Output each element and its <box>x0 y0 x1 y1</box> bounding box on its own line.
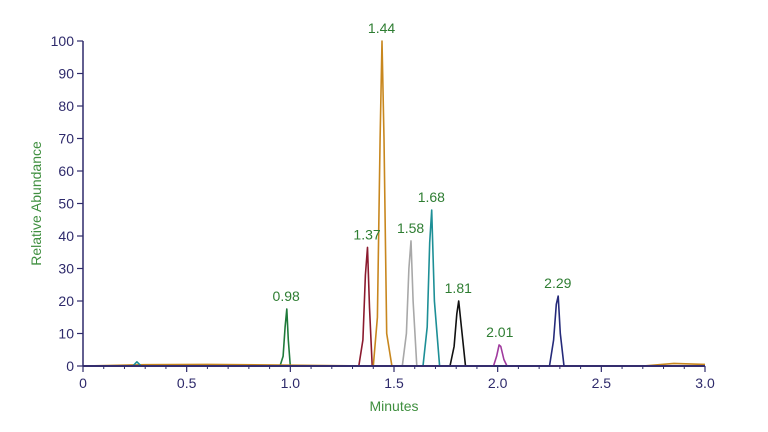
y-tick-label: 30 <box>58 261 74 277</box>
y-tick-label: 70 <box>58 131 74 147</box>
series-line-1.44 <box>82 40 706 367</box>
series-line-2.01 <box>83 344 705 367</box>
x-tick-label: 1.5 <box>384 375 404 391</box>
y-tick-group: 0 10 20 30 40 50 60 70 80 90 100 <box>51 33 83 374</box>
peak-label: 2.29 <box>544 275 571 291</box>
series-line-1.58 <box>83 240 705 367</box>
peak-label: 1.81 <box>445 280 472 296</box>
y-tick-label: 90 <box>58 66 74 82</box>
y-tick-label: 20 <box>58 293 74 309</box>
plot-series-group <box>82 40 706 367</box>
y-axis-title: Relative Abundance <box>28 141 44 266</box>
y-tick-label: 40 <box>58 228 74 244</box>
peak-label: 1.58 <box>397 220 424 236</box>
x-tick-label: 0.5 <box>177 375 197 391</box>
peak-label: 1.44 <box>368 20 395 36</box>
peak-label: 0.98 <box>273 288 300 304</box>
series-line-1.81 <box>83 300 705 367</box>
series-line-1.68 <box>83 209 705 367</box>
peak-label: 1.37 <box>353 226 380 242</box>
series-line-2.29 <box>83 295 705 367</box>
x-tick-group: 0 0.5 1.0 1.5 2.0 2.5 3.0 <box>79 366 715 391</box>
series-line-0.98 <box>83 308 705 367</box>
series-line-1.37 <box>83 246 705 367</box>
y-tick-label: 100 <box>51 33 75 49</box>
y-tick-label: 0 <box>66 358 74 374</box>
y-tick-label: 10 <box>58 326 74 342</box>
x-axis-title: Minutes <box>369 398 418 414</box>
peak-label: 2.01 <box>486 324 513 340</box>
x-tick-label: 2.5 <box>592 375 612 391</box>
x-tick-label: 2.0 <box>488 375 508 391</box>
x-tick-label: 1.0 <box>281 375 301 391</box>
y-tick-label: 60 <box>58 163 74 179</box>
x-tick-label: 3.0 <box>695 375 715 391</box>
peak-label-group: 0.98 1.37 1.44 1.58 1.68 1.81 2.01 2.29 <box>273 20 572 340</box>
peak-label: 1.68 <box>418 189 445 205</box>
y-tick-label: 80 <box>58 98 74 114</box>
y-tick-label: 50 <box>58 196 74 212</box>
x-tick-label: 0 <box>79 375 87 391</box>
